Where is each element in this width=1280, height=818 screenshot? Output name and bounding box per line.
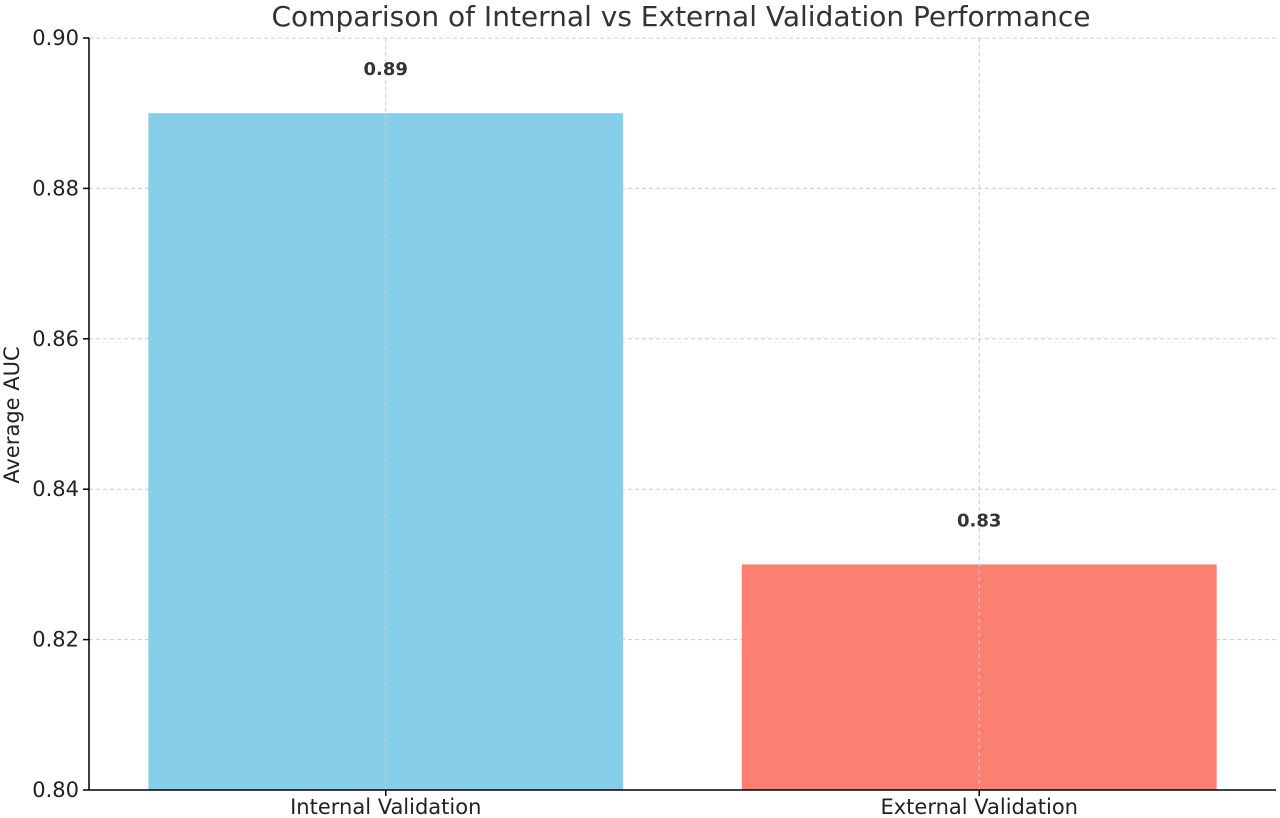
axes [83, 37, 1276, 796]
y-tick-label: 0.80 [32, 778, 79, 802]
bars [148, 113, 1217, 790]
x-tick-label: Internal Validation [290, 795, 481, 818]
bar-value-label: 0.83 [957, 510, 1001, 531]
bar-value-label: 0.89 [364, 59, 408, 80]
y-tick-label: 0.88 [32, 176, 79, 200]
y-tick-label: 0.86 [32, 327, 79, 351]
y-axis-label: Average AUC [0, 346, 24, 483]
y-tick-label: 0.90 [32, 26, 79, 50]
y-tick-label: 0.84 [32, 477, 79, 501]
chart-title: Comparison of Internal vs External Valid… [272, 0, 1091, 33]
labels: 0.80 0.82 0.84 0.86 0.88 0.90 Internal Validat… [32, 26, 1078, 818]
x-tick-label: External Validation [880, 795, 1078, 818]
y-tick-label: 0.82 [32, 628, 79, 652]
